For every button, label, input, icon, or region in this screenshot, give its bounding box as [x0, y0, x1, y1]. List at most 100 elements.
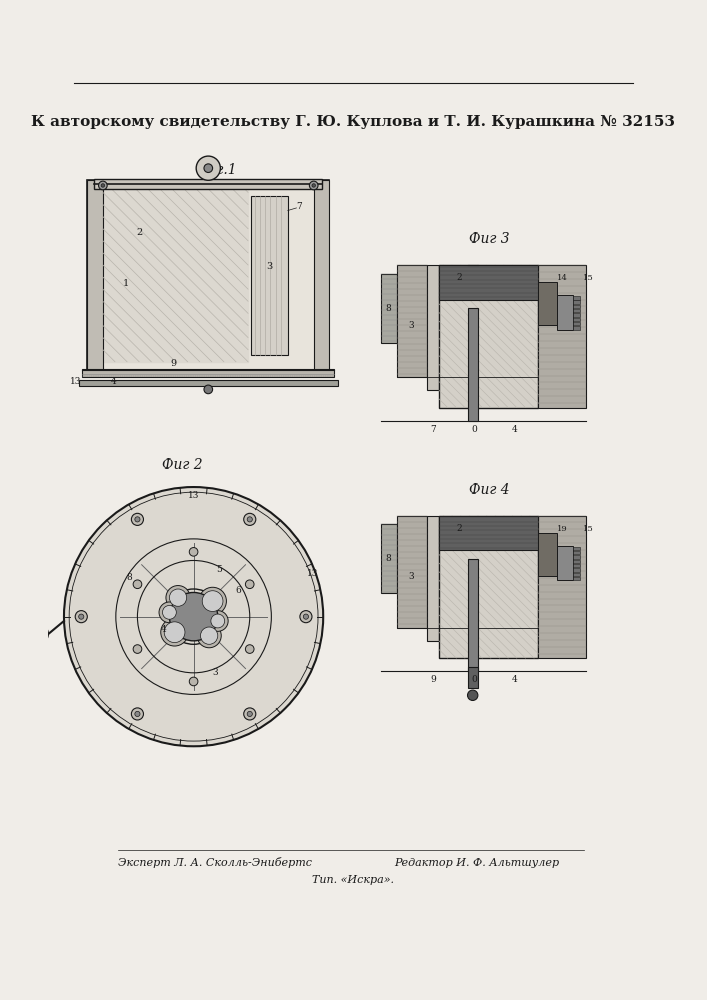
- Bar: [557, 295, 573, 330]
- Text: Эксперт Л. А. Сколль-Энибертс: Эксперт Л. А. Сколль-Энибертс: [117, 857, 312, 868]
- Circle shape: [244, 513, 256, 525]
- Text: Фиг 2: Фиг 2: [162, 458, 203, 472]
- Bar: [88, 181, 328, 370]
- Circle shape: [202, 591, 223, 611]
- Bar: [573, 573, 580, 576]
- Text: 0: 0: [472, 425, 477, 434]
- Bar: [427, 516, 439, 641]
- Text: Фиг.1: Фиг.1: [197, 163, 238, 177]
- Circle shape: [170, 589, 187, 606]
- Bar: [573, 568, 580, 572]
- Circle shape: [160, 618, 188, 646]
- Circle shape: [245, 645, 254, 653]
- Circle shape: [28, 624, 48, 644]
- Circle shape: [98, 181, 107, 190]
- Text: 2: 2: [456, 273, 462, 282]
- Circle shape: [312, 184, 315, 187]
- Bar: [467, 559, 478, 671]
- Circle shape: [132, 513, 144, 525]
- Bar: [381, 256, 614, 421]
- Bar: [573, 313, 580, 317]
- Text: 5: 5: [216, 565, 223, 574]
- Circle shape: [196, 156, 221, 180]
- Circle shape: [132, 708, 144, 720]
- Text: 13: 13: [307, 569, 319, 578]
- Circle shape: [300, 611, 312, 623]
- Text: Тип. «Искра».: Тип. «Искра».: [312, 875, 395, 885]
- Circle shape: [166, 586, 190, 610]
- Text: 14: 14: [557, 274, 568, 282]
- Text: Фиг 4: Фиг 4: [469, 483, 510, 497]
- Circle shape: [159, 602, 180, 623]
- Bar: [573, 547, 580, 550]
- Bar: [467, 667, 478, 688]
- Bar: [314, 180, 329, 370]
- Circle shape: [197, 624, 221, 648]
- Text: 1: 1: [123, 279, 129, 288]
- Bar: [538, 282, 557, 325]
- Circle shape: [310, 181, 318, 190]
- Bar: [573, 555, 580, 559]
- Bar: [439, 516, 538, 658]
- Text: 8: 8: [385, 304, 391, 313]
- Text: 2: 2: [456, 524, 462, 533]
- Circle shape: [64, 487, 323, 746]
- Circle shape: [303, 614, 308, 619]
- Circle shape: [101, 184, 105, 187]
- Text: 3: 3: [267, 262, 273, 271]
- Circle shape: [245, 580, 254, 589]
- Text: Редактор И. Ф. Альтшулер: Редактор И. Ф. Альтшулер: [394, 858, 559, 868]
- Bar: [573, 551, 580, 554]
- Text: 7: 7: [296, 202, 302, 211]
- Bar: [87, 180, 103, 370]
- Text: 15: 15: [583, 274, 594, 282]
- Text: 6: 6: [235, 586, 241, 595]
- Bar: [439, 265, 538, 300]
- Bar: [397, 265, 427, 377]
- Bar: [573, 577, 580, 580]
- Bar: [538, 265, 586, 408]
- Text: 8: 8: [126, 573, 132, 582]
- Bar: [439, 265, 538, 408]
- Circle shape: [135, 711, 140, 717]
- Bar: [573, 318, 580, 321]
- Bar: [538, 516, 586, 658]
- Text: 8: 8: [385, 554, 391, 563]
- Bar: [573, 309, 580, 312]
- Text: 9: 9: [430, 675, 436, 684]
- Bar: [573, 296, 580, 300]
- Circle shape: [204, 385, 213, 394]
- Text: К авторскому свидетельству Г. Ю. Куплова и Т. И. Курашкина № 32153: К авторскому свидетельству Г. Ю. Куплова…: [31, 115, 675, 129]
- Bar: [427, 265, 439, 390]
- Text: 13: 13: [188, 491, 199, 500]
- Circle shape: [201, 627, 218, 644]
- Text: 19: 19: [557, 525, 568, 533]
- Text: 9: 9: [170, 359, 177, 368]
- Bar: [557, 546, 573, 580]
- Bar: [573, 300, 580, 304]
- Text: 4: 4: [512, 675, 518, 684]
- Bar: [538, 533, 557, 576]
- Bar: [397, 516, 427, 628]
- Text: 4: 4: [110, 377, 116, 386]
- Text: 7: 7: [430, 425, 436, 434]
- Circle shape: [135, 517, 140, 522]
- Polygon shape: [103, 189, 248, 362]
- Circle shape: [189, 677, 198, 686]
- Bar: [204, 172, 213, 182]
- Bar: [78, 380, 338, 386]
- Text: 3: 3: [212, 668, 218, 677]
- Text: 0: 0: [472, 675, 477, 684]
- Text: 15: 15: [583, 525, 594, 533]
- Circle shape: [163, 605, 176, 619]
- Circle shape: [467, 690, 478, 700]
- Text: 4: 4: [160, 625, 166, 634]
- Circle shape: [211, 614, 225, 628]
- Text: 3: 3: [409, 321, 414, 330]
- Circle shape: [199, 587, 226, 615]
- Circle shape: [75, 611, 87, 623]
- Circle shape: [204, 164, 213, 173]
- Circle shape: [164, 622, 185, 643]
- Circle shape: [247, 517, 252, 522]
- Bar: [252, 196, 288, 355]
